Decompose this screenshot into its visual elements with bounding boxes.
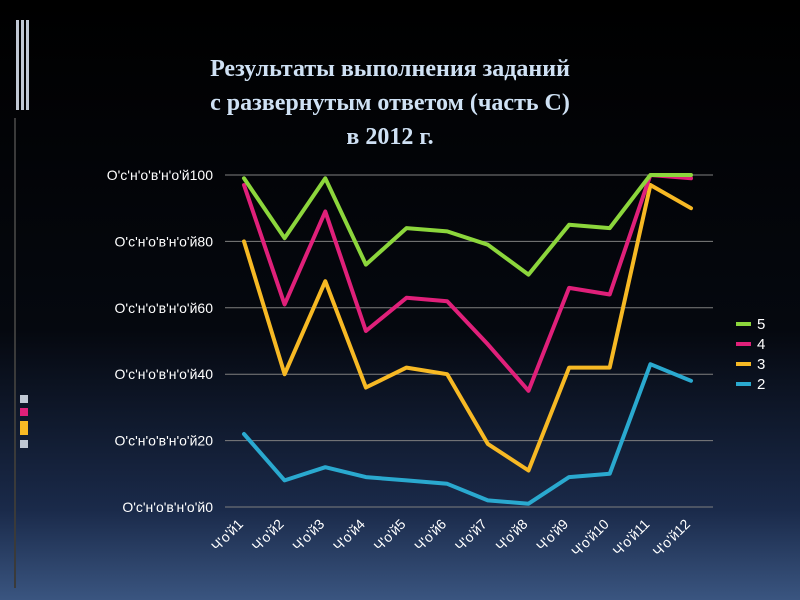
x-tick-label: Ч'о'й5	[370, 516, 408, 554]
decorative-bar	[16, 20, 19, 110]
legend-label: 5	[757, 315, 766, 333]
x-tick-label: Ч'о'й11	[609, 516, 652, 559]
decorative-square	[20, 440, 28, 448]
decorative-bar	[14, 118, 16, 588]
x-tick-label: Ч'о'й12	[649, 516, 693, 560]
x-tick-label: Ч'о'й4	[330, 516, 368, 554]
title-line-2: с развернутым ответом (часть С)	[210, 90, 570, 116]
x-tick-label: Ч'о'й10	[568, 516, 612, 560]
y-tick-label: O'c'н'o'в'н'o'й60	[115, 300, 214, 316]
legend-item: 4	[736, 334, 765, 354]
x-tick-label: Ч'о'й7	[452, 516, 490, 554]
legend-label: 3	[757, 355, 766, 373]
title-line-3: в 2012 г.	[346, 124, 434, 150]
legend-label: 4	[757, 335, 766, 353]
x-tick-label: Ч'о'й9	[533, 516, 571, 554]
legend-item: 5	[736, 314, 765, 334]
decorative-bar	[26, 20, 29, 110]
legend-item: 3	[736, 354, 765, 374]
legend-item: 2	[736, 374, 765, 394]
title-line-1: Результаты выполнения заданий	[210, 56, 570, 82]
y-tick-label: O'c'н'o'в'н'o'й20	[115, 433, 214, 449]
chart-legend: 5 4 3 2	[736, 314, 765, 394]
legend-swatch	[736, 382, 751, 386]
x-tick-label: Ч'о'й6	[411, 516, 449, 554]
y-tick-label: O'c'н'o'в'н'o'й40	[115, 366, 214, 382]
legend-swatch	[736, 342, 751, 346]
series-line-5	[242, 173, 693, 277]
series-line-3	[242, 183, 693, 473]
decorative-bar	[21, 20, 24, 110]
y-tick-label: O'c'н'o'в'н'o'й80	[115, 233, 214, 249]
legend-swatch	[736, 322, 751, 326]
decorative-square	[20, 395, 28, 403]
x-tick-label: Ч'о'й1	[208, 516, 246, 554]
y-tick-label: O'c'н'o'в'н'o'й0	[122, 499, 213, 515]
x-tick-label: Ч'о'й8	[492, 516, 530, 554]
decorative-square	[20, 421, 28, 435]
series-line-2	[242, 362, 693, 506]
series-line-4	[242, 173, 693, 393]
legend-label: 2	[757, 375, 766, 393]
legend-swatch	[736, 362, 751, 366]
decorative-square	[20, 408, 28, 416]
x-tick-label: Ч'о'й3	[289, 516, 327, 554]
x-tick-label: Ч'о'й2	[249, 516, 287, 554]
y-tick-label: O'c'н'o'в'н'o'й100	[107, 167, 213, 183]
chart-title: Результаты выполнения заданий с разверну…	[130, 52, 650, 154]
